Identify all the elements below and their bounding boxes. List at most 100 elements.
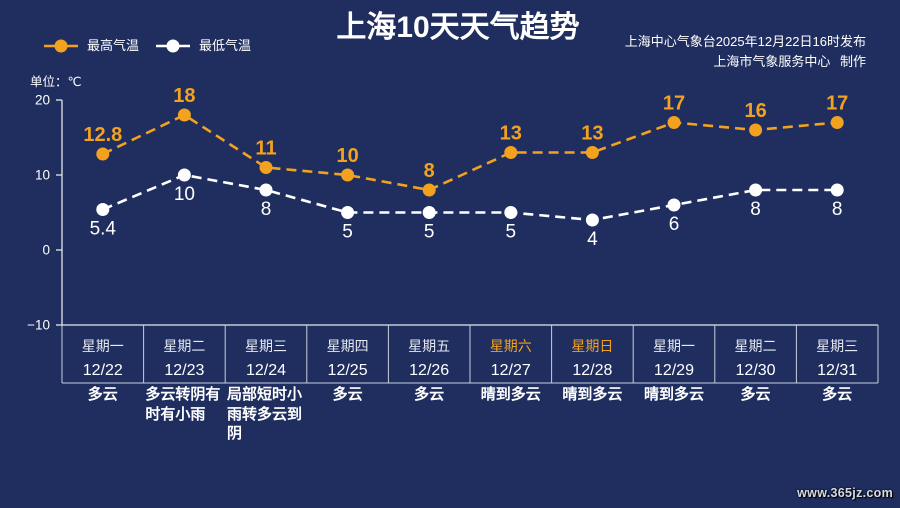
high-temp-point <box>504 146 518 159</box>
low-temp-point <box>830 183 844 197</box>
weather-label: 多云 <box>822 386 853 403</box>
low-temp-point <box>177 168 191 182</box>
day-column: 星期三 12/24 局部短时小雨转多云到阴 <box>225 325 307 455</box>
low-temp-point <box>96 203 110 216</box>
watermark: www.365jz.com <box>797 486 893 500</box>
weather-label: 晴到多云 <box>643 386 704 403</box>
day-column: 星期五 12/26 多云 <box>388 325 470 455</box>
weather-label: 多云 <box>332 386 363 403</box>
chart-title: 上海10天天气趋势 <box>336 11 580 44</box>
weekday-label: 星期二 <box>734 338 777 354</box>
legend-label-high-temp: 最高气温 <box>87 38 140 53</box>
producer-note: 上海市气象服务中心 制作 <box>713 54 866 69</box>
high-temp-label: 12.8 <box>83 124 122 146</box>
day-column: 星期一 12/22 多云 <box>62 325 144 455</box>
high-temp-label: 8 <box>424 160 435 182</box>
low-temp-label: 8 <box>261 199 272 220</box>
low-temp-label: 5 <box>342 222 353 243</box>
day-column: 星期一 12/29 晴到多云 <box>633 325 715 455</box>
day-column: 星期四 12/25 多云 <box>307 325 389 455</box>
legend-item-low-temp: 最低气温 <box>156 38 251 54</box>
y-tick-label: 20 <box>35 93 50 108</box>
high-temp-point <box>341 168 355 182</box>
weekday-label: 星期一 <box>652 338 695 354</box>
low-temp-label: 5 <box>424 222 435 243</box>
issuer-note: 上海中心气象台2025年12月22日16时发布 <box>624 34 866 49</box>
date-label: 12/25 <box>327 362 368 379</box>
low-temp-point <box>422 206 436 219</box>
weekday-label: 星期四 <box>326 338 369 354</box>
weather-label: 晴到多云 <box>562 386 623 403</box>
weekday-label: 星期三 <box>816 338 859 354</box>
high-temp-point <box>177 108 191 122</box>
day-column: 星期六 12/27 晴到多云 <box>470 325 552 455</box>
high-temp-point <box>96 147 110 161</box>
y-tick-label: −10 <box>27 318 50 333</box>
date-label: 12/24 <box>245 362 286 379</box>
high-temp-point <box>749 123 763 137</box>
high-temp-label: 13 <box>581 123 603 145</box>
low-temp-point <box>667 198 681 212</box>
high-temp-label: 17 <box>663 93 685 115</box>
high-temp-point <box>259 161 273 174</box>
high-temp-label: 13 <box>500 123 522 145</box>
low-temp-point <box>341 206 355 219</box>
high-temp-point <box>830 116 844 129</box>
date-label: 12/27 <box>490 362 531 379</box>
weather-label: 晴到多云 <box>480 386 541 403</box>
y-axis-unit-label: 单位：℃ <box>30 75 82 89</box>
weather-label: 多云 <box>740 386 771 403</box>
weekday-label: 星期六 <box>489 338 532 354</box>
legend-low-temp-marker-icon <box>156 39 190 53</box>
date-label: 12/31 <box>817 362 858 379</box>
low-temp-point <box>259 183 273 197</box>
date-label: 12/30 <box>735 362 776 379</box>
weather-label: 多云 <box>414 386 445 403</box>
day-column: 星期三 12/31 多云 <box>796 325 878 455</box>
day-column: 星期二 12/30 多云 <box>715 325 797 455</box>
date-label: 12/23 <box>164 362 205 379</box>
high-temp-point <box>667 116 681 129</box>
weather-label: 多云转阴有时有小雨 <box>145 386 221 423</box>
legend-low-temp-dot <box>166 39 180 53</box>
high-temp-label: 10 <box>336 145 358 167</box>
date-label: 12/22 <box>82 362 123 379</box>
low-temp-point <box>585 213 599 227</box>
day-column: 星期二 12/23 多云转阴有时有小雨 <box>144 325 226 455</box>
date-label: 12/28 <box>572 362 613 379</box>
high-temp-label: 11 <box>255 138 276 160</box>
low-temp-point <box>504 206 518 219</box>
legend-high-temp-marker-icon <box>44 39 78 53</box>
low-temp-label: 6 <box>669 214 680 235</box>
day-column: 星期日 12/28 晴到多云 <box>552 325 634 455</box>
x-axis-day-table: 星期一 12/22 多云 星期二 12/23 多云转阴有时有小雨 星期三 12/24 局部短时小… <box>62 325 878 455</box>
high-temp-point <box>585 146 599 159</box>
date-label: 12/29 <box>653 362 694 379</box>
weather-label: 局部短时小雨转多云到阴 <box>226 386 302 442</box>
low-temp-point <box>749 183 763 197</box>
low-temp-label: 4 <box>587 229 598 250</box>
weekday-label: 星期三 <box>244 338 287 354</box>
weekday-label: 星期一 <box>81 338 124 354</box>
legend-high-temp-dot <box>54 39 68 53</box>
legend-label-low-temp: 最低气温 <box>199 38 252 53</box>
low-temp-label: 5 <box>506 222 517 243</box>
high-temp-point <box>422 183 436 197</box>
legend-item-high-temp: 最高气温 <box>44 38 139 54</box>
weekday-label: 星期二 <box>163 338 206 354</box>
y-tick-label: 10 <box>35 168 50 183</box>
low-temp-label: 8 <box>750 199 761 220</box>
low-temp-label: 5.4 <box>90 219 117 240</box>
low-temp-line <box>102 173 838 222</box>
weather-label: 多云 <box>87 386 118 403</box>
low-temp-label: 10 <box>174 184 195 205</box>
weekday-label: 星期五 <box>408 338 451 354</box>
high-temp-line <box>102 113 838 192</box>
date-label: 12/26 <box>409 362 450 379</box>
high-temp-label: 16 <box>744 100 766 122</box>
high-temp-label: 18 <box>173 85 195 107</box>
high-temp-label: 17 <box>826 93 848 115</box>
low-temp-label: 8 <box>832 199 843 220</box>
y-tick-label: 0 <box>42 243 50 258</box>
